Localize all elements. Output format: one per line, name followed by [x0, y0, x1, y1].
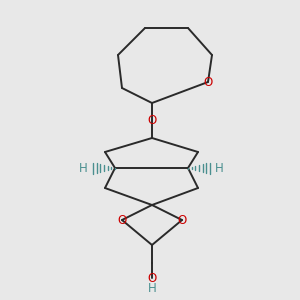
- Text: O: O: [177, 214, 187, 226]
- Text: O: O: [147, 272, 157, 284]
- Text: H: H: [79, 161, 88, 175]
- Text: H: H: [215, 161, 224, 175]
- Text: H: H: [148, 283, 156, 296]
- Text: O: O: [117, 214, 127, 226]
- Text: O: O: [203, 76, 213, 88]
- Text: O: O: [147, 113, 157, 127]
